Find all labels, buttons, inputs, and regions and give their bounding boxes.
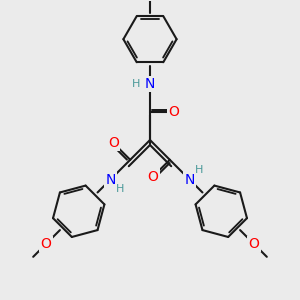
Text: O: O bbox=[108, 136, 119, 150]
Text: H: H bbox=[195, 165, 204, 175]
Text: O: O bbox=[40, 237, 52, 251]
Text: N: N bbox=[184, 172, 195, 187]
Text: H: H bbox=[116, 184, 124, 194]
Text: H: H bbox=[132, 79, 140, 89]
Text: O: O bbox=[148, 169, 158, 184]
Text: O: O bbox=[168, 105, 179, 119]
Text: N: N bbox=[145, 77, 155, 91]
Text: N: N bbox=[105, 172, 116, 187]
Text: O: O bbox=[248, 237, 260, 251]
